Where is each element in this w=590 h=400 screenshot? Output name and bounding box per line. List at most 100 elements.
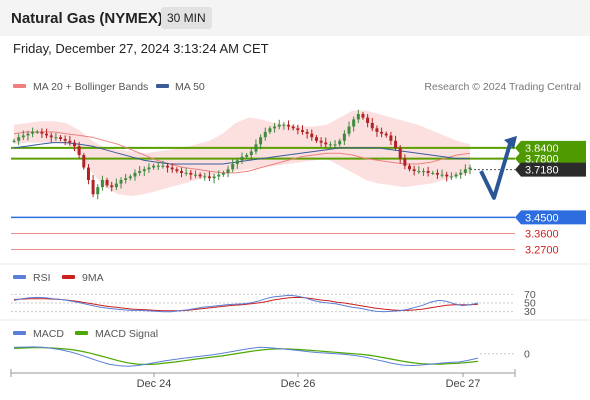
candle-body [161,165,165,167]
candle-body [142,169,146,172]
candle-body [114,183,118,188]
main-legend: MA 20 + Bollinger Bands MA 50 Research ©… [13,81,581,93]
rsi-legend: RSI 9MA [13,272,104,284]
candle-body [45,133,49,136]
candle-body [105,180,109,186]
candle-body [212,176,216,179]
candle-body [133,172,137,177]
candle-body [100,180,104,188]
candle-body [408,165,412,170]
macd-signal-line [13,347,479,366]
candle-body [417,171,421,173]
candle-body [152,165,156,168]
candle-body [454,174,458,177]
forecast-arrow-line [479,143,512,200]
candle-body [449,176,453,178]
candle-body [412,169,416,172]
candle-body [138,171,142,173]
candle-body [324,142,328,145]
instrument-title: Natural Gas (NYMEX) [11,10,163,27]
candle-body [96,187,100,195]
candle-body [352,119,356,127]
candle-body [338,140,342,145]
candle-body [12,140,16,142]
candle-body [273,126,277,129]
time-tick-label: Dec 24 [137,378,172,390]
candle-body [35,131,39,133]
level-label-tag [515,140,586,155]
candle-body [189,172,193,175]
level-label: 3.4500 [525,212,559,224]
candle-body [180,171,184,173]
candle-body [82,155,86,168]
level-label-tag [515,210,586,225]
candle-body [245,155,249,157]
candle-body [119,180,123,184]
rsi-tick-label: 70 [524,289,536,301]
rsi-legend-label: RSI [33,272,51,284]
ma20-legend-swatch [13,84,26,88]
candle-body [184,172,188,174]
candle-body [296,128,300,131]
ma20-line [13,131,471,174]
candle-body [384,133,388,136]
candle-body [361,114,365,118]
candle-body [40,131,44,134]
level-label: 3.3600 [525,228,559,240]
candle-body [226,169,230,173]
candle-body [203,176,207,178]
candle-body [63,139,67,141]
candle-body [380,131,384,134]
candle-body [314,137,318,141]
candle-body [21,135,25,138]
candle-body [59,137,63,139]
macd-legend: MACD MACD Signal [13,328,158,340]
candle-body [305,131,309,134]
candle-body [217,174,221,177]
candle-body [49,135,53,138]
chart-header: Natural Gas (NYMEX) 30 MIN [0,0,590,36]
level-label: 3.2700 [525,245,559,257]
candle-body [31,131,35,134]
candle-body [468,167,472,170]
candle-body [291,126,295,129]
macd-panel: 0 [13,346,530,367]
candle-body [221,172,225,175]
timestamp: Friday, December 27, 2024 3:13:24 AM CET [13,41,269,56]
macd-signal-legend-label: MACD Signal [95,328,158,340]
rsi-line [13,294,479,313]
candle-body [277,124,281,127]
candle-body [193,174,197,176]
time-tick-label: Dec 27 [446,378,481,390]
candle-body [128,176,132,179]
candle-body [403,158,407,166]
ma50-legend-swatch [156,84,169,88]
candle-body [459,172,463,175]
rsi-ma-legend-swatch [62,275,75,279]
macd-line [13,346,479,367]
candle-body [445,174,449,177]
candle-body [156,165,160,167]
rsi-ma-legend-label: 9MA [82,272,104,284]
candle-body [207,176,211,179]
ma20-legend-label: MA 20 + Bollinger Bands [33,81,148,93]
candle-body [124,178,128,180]
time-axis-ticks: Dec 24 Dec 26 Dec 27 [10,369,516,390]
candle-body [319,140,323,143]
level-label-tag [515,151,586,166]
time-tick-label: Dec 26 [281,378,316,390]
candle-body [72,142,76,147]
price-levels [11,146,515,251]
timeframe-badge[interactable]: 30 MIN [161,7,212,29]
candle-body [287,124,291,127]
candle-body [333,144,337,146]
candle-body [421,171,425,173]
candle-body [310,133,314,138]
candle-body [86,167,90,180]
ma50-legend-label: MA 50 [175,81,205,93]
candle-body [170,167,174,170]
candle-body [54,137,58,139]
